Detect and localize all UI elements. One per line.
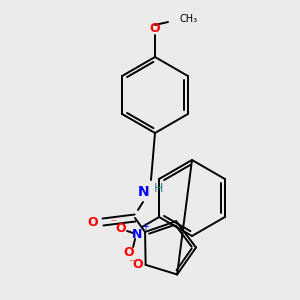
Text: CH₃: CH₃ [179, 14, 197, 24]
Text: H: H [153, 182, 163, 196]
Text: +: + [141, 222, 149, 232]
Text: ⁻: ⁻ [128, 258, 134, 268]
Text: N: N [132, 229, 142, 242]
Text: O: O [88, 215, 98, 229]
Text: O: O [150, 22, 160, 35]
Text: O: O [132, 258, 143, 272]
Text: N: N [138, 185, 150, 199]
Text: O: O [124, 247, 134, 260]
Text: O: O [116, 223, 126, 236]
Text: ⁻: ⁻ [110, 218, 116, 228]
